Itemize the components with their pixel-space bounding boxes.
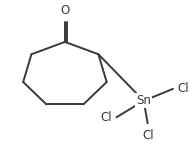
Text: Cl: Cl [178, 82, 189, 95]
Text: Cl: Cl [143, 129, 154, 142]
Text: Sn: Sn [136, 94, 151, 107]
Text: O: O [60, 4, 70, 17]
Text: Cl: Cl [100, 112, 112, 125]
